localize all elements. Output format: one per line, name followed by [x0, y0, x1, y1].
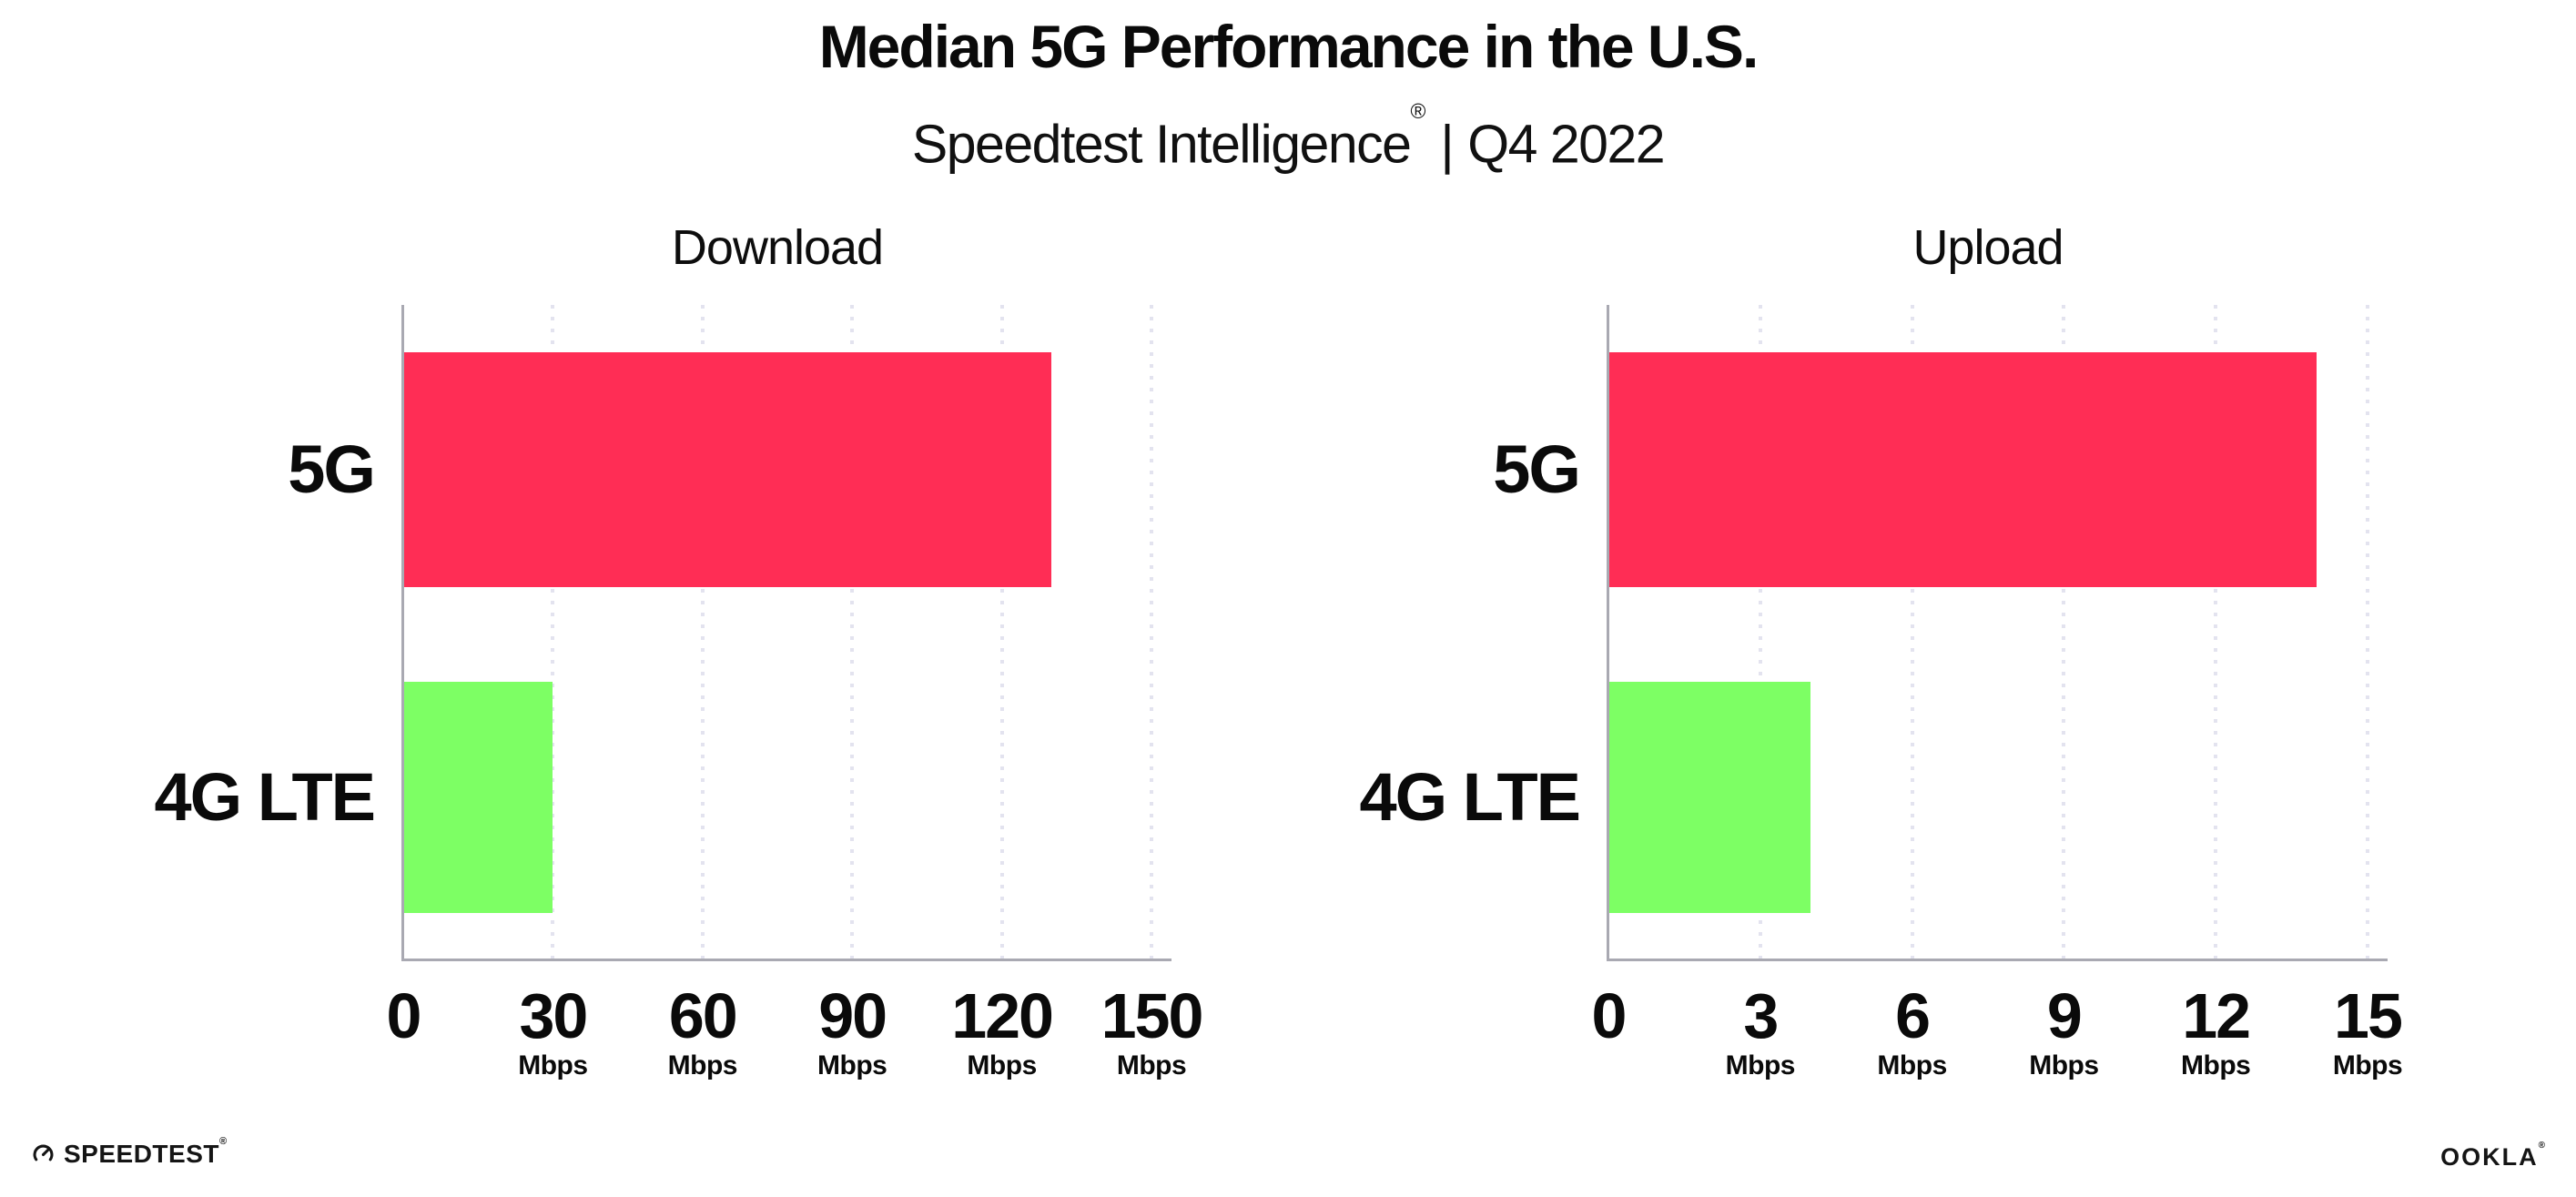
- subtitle-period: Q4 2022: [1467, 114, 1665, 175]
- tick-value: 120: [951, 980, 1054, 1051]
- category-label-layer: 5G 4G LTE: [154, 305, 1151, 959]
- speedtest-wordmark: SPEEDTEST®: [64, 1136, 227, 1169]
- tick-unit: Mbps: [667, 1050, 738, 1080]
- x-axis-tick: 0: [386, 980, 422, 1051]
- download-plot-area: 5G 4G LTE 0 30 Mbps 60 Mbps 90 Mbps 120 Mbps 150 Mb…: [154, 305, 1204, 1080]
- category-label-5g: 5G: [288, 431, 376, 507]
- registered-trademark-icon: ®: [2538, 1141, 2545, 1151]
- x-axis-tick: 120 Mbps: [951, 980, 1054, 1081]
- bar-5g-download: [403, 352, 1052, 587]
- speedtest-gauge-icon: [33, 1144, 54, 1161]
- gridline: [700, 305, 705, 959]
- tick-value: 15: [2334, 980, 2403, 1051]
- download-chart: Download 5G 4G LTE 0 30 Mbps 60 Mbps 90 Mbps 120…: [154, 220, 1204, 1080]
- x-axis-line: [401, 959, 1171, 961]
- page-title: Median 5G Performance in the U.S.: [818, 13, 1760, 80]
- download-chart-title: Download: [671, 220, 884, 275]
- tick-value: 9: [2046, 980, 2083, 1051]
- tick-unit: Mbps: [967, 1050, 1037, 1080]
- gridline: [1150, 305, 1153, 959]
- category-label-4g-lte: 4G LTE: [1359, 759, 1581, 835]
- x-axis-tick: 15 Mbps: [2332, 980, 2403, 1081]
- x-axis-tick: 12 Mbps: [2181, 980, 2251, 1081]
- tick-unit: Mbps: [518, 1050, 588, 1080]
- gridline-layer: [1608, 305, 2369, 959]
- y-axis-line: [401, 305, 404, 961]
- ookla-label: OOKLA: [2440, 1143, 2539, 1171]
- tick-value: 0: [386, 980, 422, 1051]
- x-axis-tick: 3 Mbps: [1725, 980, 1796, 1081]
- gridline: [2062, 305, 2066, 959]
- tick-value: 90: [818, 980, 887, 1051]
- upload-chart: Upload 5G 4G LTE 0 3 Mbps 6 Mbps 9 Mbps 12 Mbps 15…: [1359, 220, 2403, 1080]
- category-label-5g: 5G: [1493, 431, 1581, 507]
- tick-unit: Mbps: [2029, 1050, 2099, 1080]
- tick-value: 150: [1100, 980, 1204, 1051]
- tick-unit: Mbps: [1877, 1050, 1947, 1080]
- tick-unit: Mbps: [1725, 1050, 1796, 1080]
- x-axis-tick: 0: [1591, 980, 1628, 1051]
- gridline-layer: [403, 305, 1153, 959]
- tick-unit: Mbps: [2181, 1050, 2251, 1080]
- gridline: [999, 305, 1004, 959]
- speedtest-logo: SPEEDTEST®: [31, 1136, 227, 1169]
- tick-value: 6: [1895, 980, 1931, 1051]
- category-label-layer: 5G 4G LTE: [1359, 305, 2368, 959]
- gridline: [551, 305, 555, 959]
- y-axis-line: [1607, 305, 1609, 961]
- tick-unit: Mbps: [2332, 1050, 2403, 1080]
- x-tick-layer: 0 30 Mbps 60 Mbps 90 Mbps 120 Mbps 150 Mbps: [387, 305, 1204, 1080]
- tick-value: 0: [1591, 980, 1628, 1051]
- upload-chart-title: Upload: [1912, 220, 2064, 275]
- gridline: [1758, 305, 1762, 959]
- registered-trademark-icon: ®: [1410, 99, 1426, 123]
- gridline: [2366, 305, 2369, 959]
- x-axis-line: [1607, 959, 2388, 961]
- bar-4g-lte-upload: [1608, 682, 1811, 913]
- gridline: [850, 305, 855, 959]
- x-axis-tick: 60 Mbps: [667, 980, 738, 1081]
- x-axis-tick: 9 Mbps: [2029, 980, 2099, 1081]
- speedtest-label: SPEEDTEST: [64, 1140, 219, 1168]
- x-axis-tick: 150 Mbps: [1100, 980, 1204, 1081]
- bar-layer: [403, 305, 1151, 959]
- page-subtitle: Speedtest Intelligence® | Q4 2022: [0, 99, 2576, 181]
- subtitle-brand: Speedtest Intelligence: [911, 114, 1412, 175]
- gridline: [2214, 305, 2218, 959]
- tick-value: 30: [519, 980, 588, 1051]
- x-axis-tick: 90 Mbps: [817, 983, 887, 1081]
- bar-layer: [1608, 305, 2368, 959]
- x-axis-tick: 6 Mbps: [1877, 980, 1947, 1081]
- x-axis-tick: 30 Mbps: [518, 980, 588, 1081]
- tick-unit: Mbps: [1116, 1050, 1187, 1080]
- bar-5g-upload: [1608, 352, 2317, 587]
- gridline: [1910, 305, 1914, 959]
- tick-value: 60: [668, 980, 738, 1051]
- bar-4g-lte-download: [403, 682, 553, 913]
- category-label-4g-lte: 4G LTE: [154, 759, 376, 835]
- registered-trademark-icon: ®: [218, 1135, 228, 1147]
- tick-value: 3: [1743, 980, 1779, 1051]
- upload-plot-area: 5G 4G LTE 0 3 Mbps 6 Mbps 9 Mbps 12 Mbps 15 Mbps: [1359, 305, 2403, 1080]
- subtitle-separator: |: [1440, 114, 1454, 175]
- tick-unit: Mbps: [817, 1050, 887, 1080]
- x-tick-layer: 0 3 Mbps 6 Mbps 9 Mbps 12 Mbps 15 Mbps: [1592, 305, 2403, 1080]
- ookla-logo: OOKLA®: [2440, 1141, 2545, 1172]
- tick-value: 12: [2182, 980, 2251, 1051]
